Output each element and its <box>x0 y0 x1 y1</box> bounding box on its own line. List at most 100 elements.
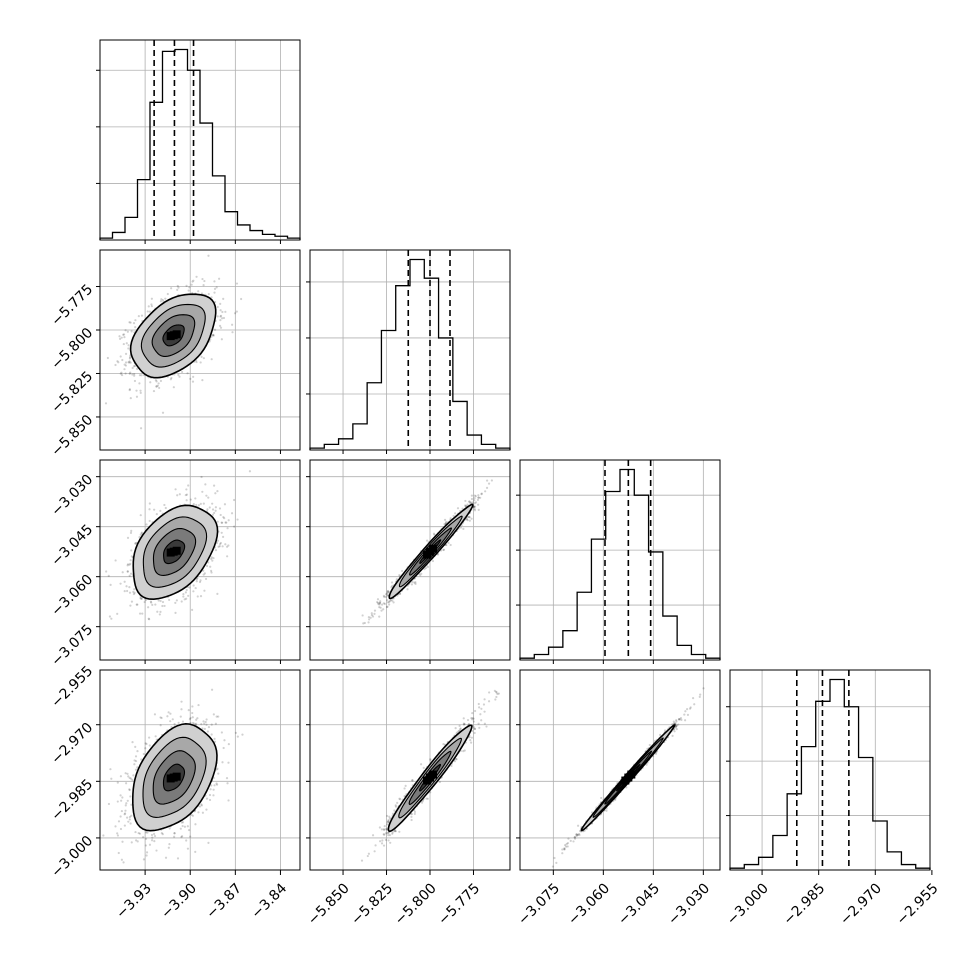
sample-point <box>688 707 692 710</box>
sample-point <box>413 812 416 816</box>
sample-point <box>198 580 202 584</box>
sample-point <box>385 593 388 596</box>
sample-point <box>468 500 471 503</box>
sample-point <box>383 602 386 605</box>
sample-point <box>133 763 136 766</box>
x-tick-label: −2.955 <box>894 880 942 928</box>
sample-point <box>425 797 428 800</box>
sample-point <box>215 286 218 289</box>
sample-point <box>178 375 181 378</box>
sample-point <box>383 595 386 598</box>
sample-point <box>207 726 211 729</box>
sample-point <box>128 361 131 364</box>
sample-point <box>566 842 570 845</box>
sample-point <box>479 496 482 499</box>
sample-point <box>683 713 686 716</box>
sample-point <box>493 689 496 693</box>
sample-point <box>447 541 450 545</box>
sample-point <box>468 516 471 519</box>
panel-content <box>310 670 510 870</box>
sample-point <box>174 488 177 491</box>
sample-point <box>194 497 197 500</box>
sample-point <box>130 330 133 333</box>
sample-point <box>386 832 389 835</box>
sample-point <box>126 536 130 539</box>
sample-point <box>390 581 394 584</box>
sample-point <box>128 788 131 792</box>
sample-point <box>458 724 461 727</box>
sample-point <box>123 368 126 371</box>
sample-point <box>566 845 569 848</box>
panel-frame <box>729 669 931 871</box>
sample-point <box>136 766 139 769</box>
sample-point <box>222 316 226 320</box>
sample-point <box>214 492 217 495</box>
sample-point <box>116 781 119 784</box>
x-tick-label: −5.775 <box>435 880 483 928</box>
contour-line <box>129 293 217 379</box>
scatter-panel-p0-p1 <box>96 249 301 451</box>
x-tick-label: −5.850 <box>305 880 353 928</box>
sample-point <box>133 759 136 762</box>
sample-point <box>209 565 212 568</box>
sample-point <box>127 820 130 823</box>
sample-point <box>576 834 579 837</box>
histogram-panel-p3 <box>726 669 931 871</box>
sample-point <box>153 713 157 716</box>
sample-point <box>404 784 407 788</box>
sample-point <box>119 775 122 778</box>
sample-point <box>473 502 476 505</box>
sample-point <box>213 784 216 787</box>
sample-point <box>181 370 184 374</box>
sample-point <box>147 617 150 620</box>
sample-point <box>129 531 133 535</box>
sample-point <box>135 389 138 392</box>
sample-point <box>590 811 594 814</box>
sample-point <box>605 809 608 812</box>
sample-point <box>141 612 144 615</box>
sample-point <box>219 309 222 312</box>
sample-point <box>125 585 128 588</box>
sample-point <box>109 583 112 586</box>
sample-point <box>126 330 129 333</box>
sample-point <box>371 834 375 837</box>
sample-point <box>185 284 188 287</box>
sample-point <box>194 823 197 826</box>
sample-point <box>134 745 137 748</box>
sample-point <box>200 292 204 295</box>
y-tick-label: −5.825 <box>48 368 96 416</box>
contour-line <box>151 314 196 358</box>
panel-frame <box>99 249 301 451</box>
sample-point <box>454 757 458 761</box>
sample-point <box>118 337 122 341</box>
sample-point <box>442 743 445 746</box>
sample-point <box>421 799 424 803</box>
sample-point <box>454 512 457 515</box>
sample-point <box>110 777 113 780</box>
sample-point <box>145 523 148 526</box>
sample-point <box>449 517 452 520</box>
sample-point <box>198 805 202 808</box>
sample-point <box>443 523 446 526</box>
sample-point <box>134 319 137 322</box>
sample-point <box>222 746 225 750</box>
sample-point <box>203 279 206 283</box>
sample-point <box>128 357 132 360</box>
sample-point <box>123 813 126 816</box>
sample-point <box>211 513 215 516</box>
sample-point <box>132 592 136 596</box>
y-tick-label: −3.000 <box>48 833 96 881</box>
histogram-panel-p0 <box>96 39 301 241</box>
sample-point <box>373 612 376 615</box>
sample-point <box>385 592 388 595</box>
sample-point <box>469 502 472 505</box>
sample-point <box>168 827 171 830</box>
sample-point <box>467 515 471 519</box>
sample-point <box>159 599 162 603</box>
sample-point <box>223 739 226 742</box>
sample-point <box>183 825 187 828</box>
sample-point <box>376 598 380 601</box>
sample-point <box>133 591 136 594</box>
sample-point <box>210 784 213 787</box>
contour-line <box>580 724 676 832</box>
